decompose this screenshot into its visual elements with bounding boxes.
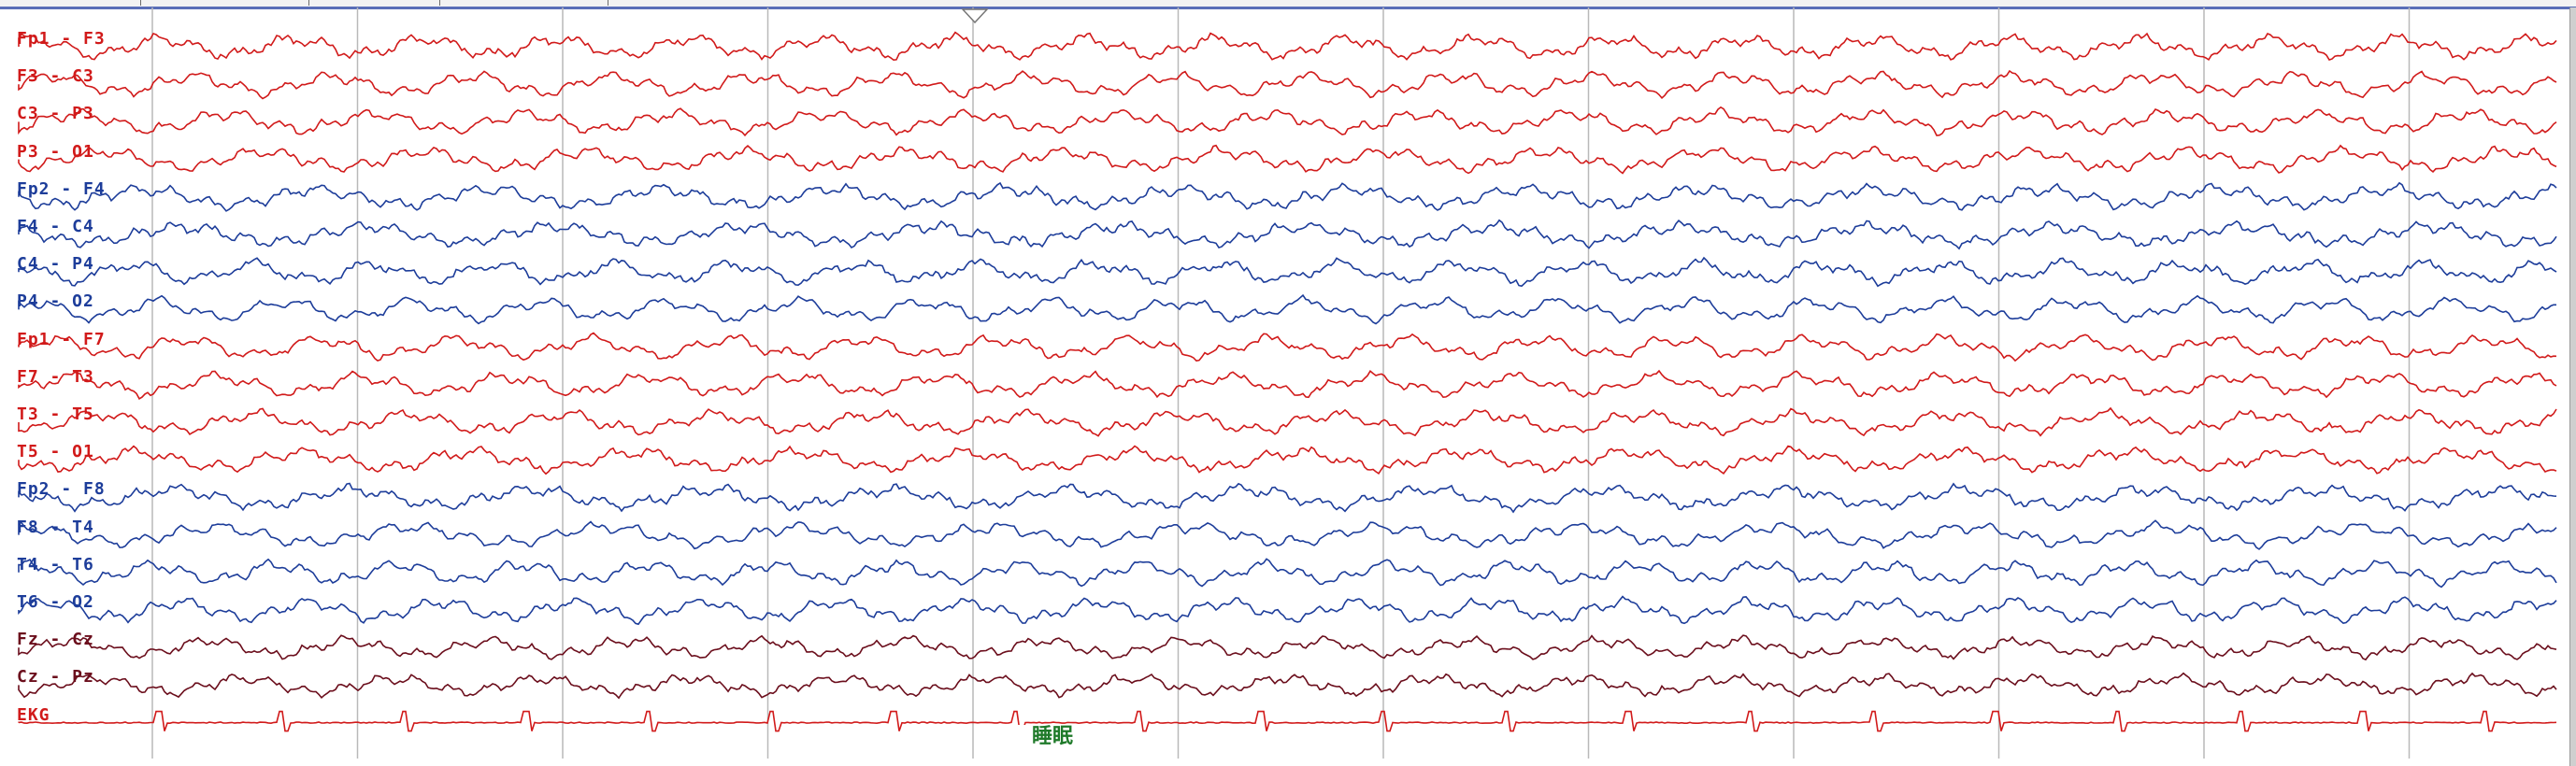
channel-label[interactable]: P3 - O1: [17, 141, 94, 162]
vertical-scrollbar[interactable]: [2569, 7, 2576, 766]
channel-label[interactable]: T4 - T6: [17, 554, 94, 574]
channel-trace: [18, 256, 2557, 288]
channel-trace: [18, 181, 2557, 212]
channel-label[interactable]: C4 - P4: [17, 254, 94, 275]
channel-trace: [18, 106, 2557, 137]
channel-label[interactable]: Cz - Pz: [17, 667, 94, 688]
channel-label[interactable]: F3 - C3: [17, 66, 94, 87]
channel-label[interactable]: F4 - C4: [17, 217, 94, 236]
channel-label[interactable]: P4 - O2: [17, 291, 94, 312]
channel-label[interactable]: T6 - O2: [17, 592, 94, 612]
sleep-event-marker[interactable]: 睡眠: [1015, 725, 1090, 749]
cursor-triangle-icon[interactable]: [961, 8, 989, 24]
channel-trace: [18, 519, 2557, 550]
channel-trace: [18, 144, 2557, 175]
channel-trace: [18, 672, 2557, 700]
channel-trace: [18, 293, 2556, 325]
channel-label[interactable]: F8 - T4: [17, 517, 94, 537]
channel-label[interactable]: Fp1 - F7: [17, 329, 106, 349]
channel-trace: [18, 634, 2557, 661]
channel-label[interactable]: T5 - O1: [17, 442, 94, 462]
channel-trace: [18, 406, 2557, 437]
channel-label[interactable]: Fp2 - F8: [17, 479, 106, 500]
channel-label[interactable]: T3 - T5: [17, 404, 94, 424]
channel-trace: [18, 69, 2557, 100]
toolbar-strip: [0, 0, 2576, 9]
channel-label[interactable]: Fp2 - F4: [17, 178, 106, 199]
toolbar-separator: [308, 0, 309, 6]
channel-trace: [18, 482, 2557, 514]
channel-label[interactable]: Fp1 - F3: [17, 29, 106, 49]
channel-trace: [18, 595, 2557, 626]
channel-trace: [18, 558, 2557, 589]
channel-label[interactable]: F7 - T3: [17, 366, 94, 387]
channel-trace: [18, 445, 2557, 475]
channel-label[interactable]: EKG: [17, 704, 50, 725]
toolbar-separator: [439, 0, 440, 6]
channel-trace: [18, 31, 2557, 62]
channel-trace: [18, 369, 2557, 401]
channel-label[interactable]: Fz - Cz: [17, 630, 94, 650]
channel-trace: [18, 332, 2557, 362]
channel-trace: [18, 710, 2557, 732]
toolbar-separator: [140, 0, 141, 6]
channel-label[interactable]: C3 - P3: [17, 104, 94, 124]
channel-trace: [18, 219, 2557, 250]
